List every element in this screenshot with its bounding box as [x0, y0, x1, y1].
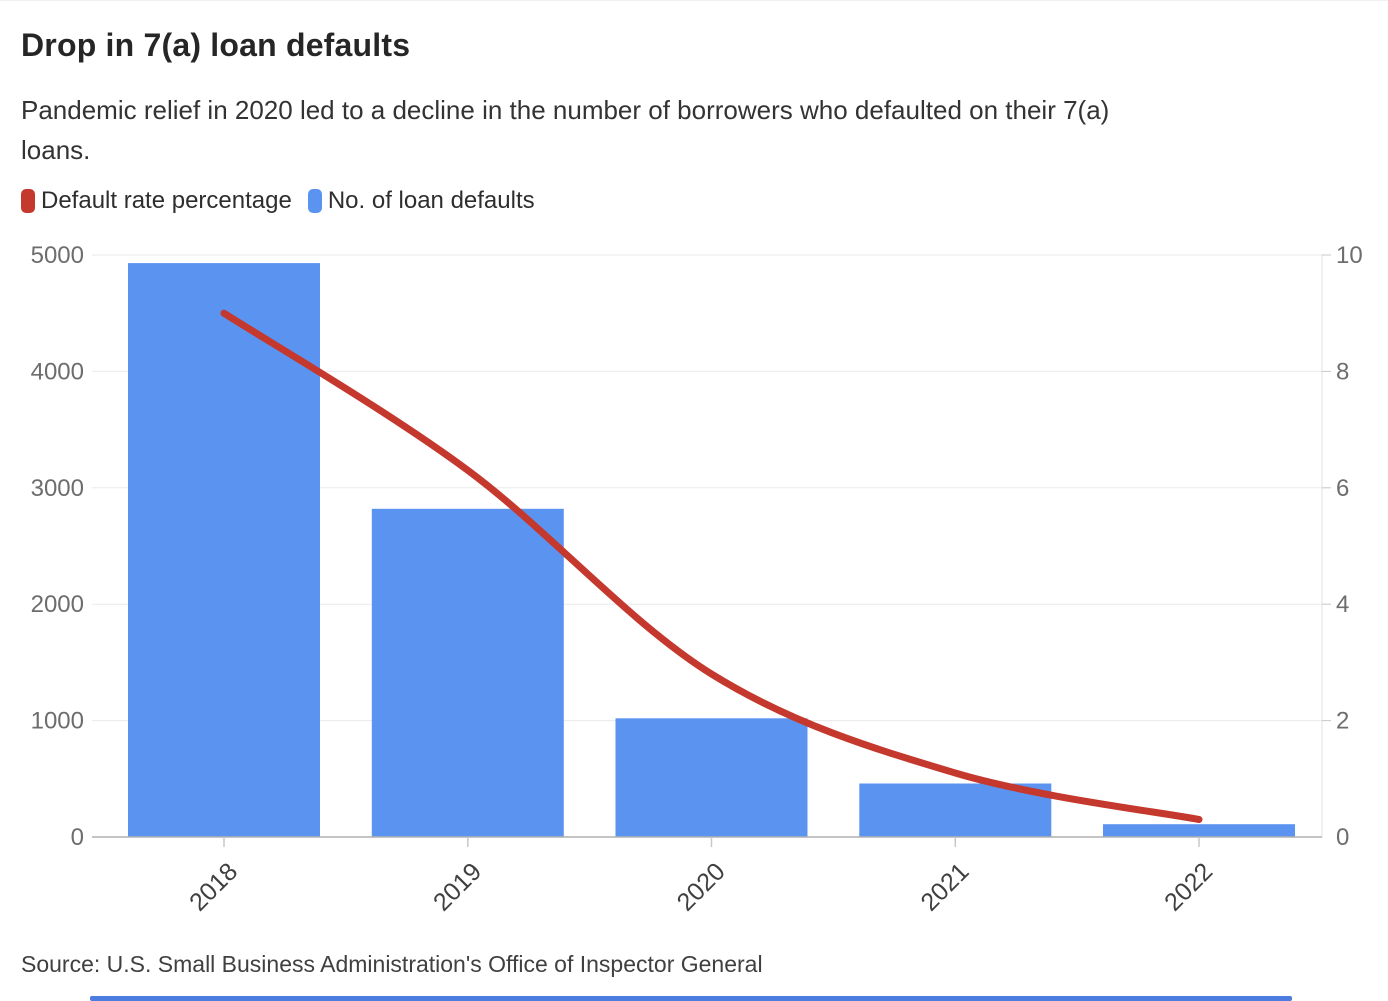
left-axis-label: 0 — [71, 824, 84, 851]
bottom-accent-strip — [90, 996, 1292, 1001]
right-axis-label: 6 — [1336, 475, 1349, 502]
chart-subtitle-line-2: loans. — [21, 135, 91, 165]
x-axis-label-2018: 2018 — [184, 857, 243, 916]
left-axis-label: 2000 — [31, 591, 84, 618]
left-axis-label: 3000 — [31, 475, 84, 502]
right-axis-label: 4 — [1336, 591, 1349, 618]
x-axis-label-2021: 2021 — [915, 857, 974, 916]
bar-2021[interactable] — [859, 783, 1052, 838]
right-axis-label: 8 — [1336, 358, 1349, 385]
source-note: Source: U.S. Small Business Administrati… — [21, 951, 763, 977]
bar-2022[interactable] — [1103, 824, 1295, 837]
x-axis-label-2019: 2019 — [428, 857, 487, 916]
left-axis-label: 5000 — [31, 242, 84, 269]
legend-label-default-rate: Default rate percentage — [41, 187, 292, 214]
right-axis-label: 2 — [1336, 708, 1349, 735]
left-axis-label: 4000 — [31, 358, 84, 385]
legend-item-loan-defaults: No. of loan defaults — [307, 187, 535, 215]
default-rate-line[interactable] — [220, 309, 1203, 823]
bar-2019[interactable] — [371, 508, 564, 837]
chart-subtitle: Pandemic relief in 2020 led to a decline… — [21, 90, 1109, 170]
bar-2020[interactable] — [615, 718, 808, 837]
legend-swatch-blue-icon — [307, 189, 322, 213]
right-axis-label: 0 — [1336, 824, 1349, 851]
chart-subtitle-line-1: Pandemic relief in 2020 led to a decline… — [21, 95, 1110, 125]
legend-label-loan-defaults: No. of loan defaults — [327, 187, 535, 214]
x-axis-label-2020: 2020 — [672, 857, 731, 916]
legend-swatch-red-icon — [21, 189, 35, 213]
x-axis-label-2022: 2022 — [1159, 857, 1218, 916]
legend-item-default-rate: Default rate percentage — [21, 187, 292, 215]
chart-title: Drop in 7(a) loan defaults — [21, 27, 411, 63]
left-axis-label: 1000 — [31, 708, 84, 735]
chart-legend: Default rate percentage No. of loan defa… — [21, 187, 535, 215]
right-axis-label: 10 — [1336, 242, 1363, 269]
bar-2018[interactable] — [128, 263, 320, 838]
